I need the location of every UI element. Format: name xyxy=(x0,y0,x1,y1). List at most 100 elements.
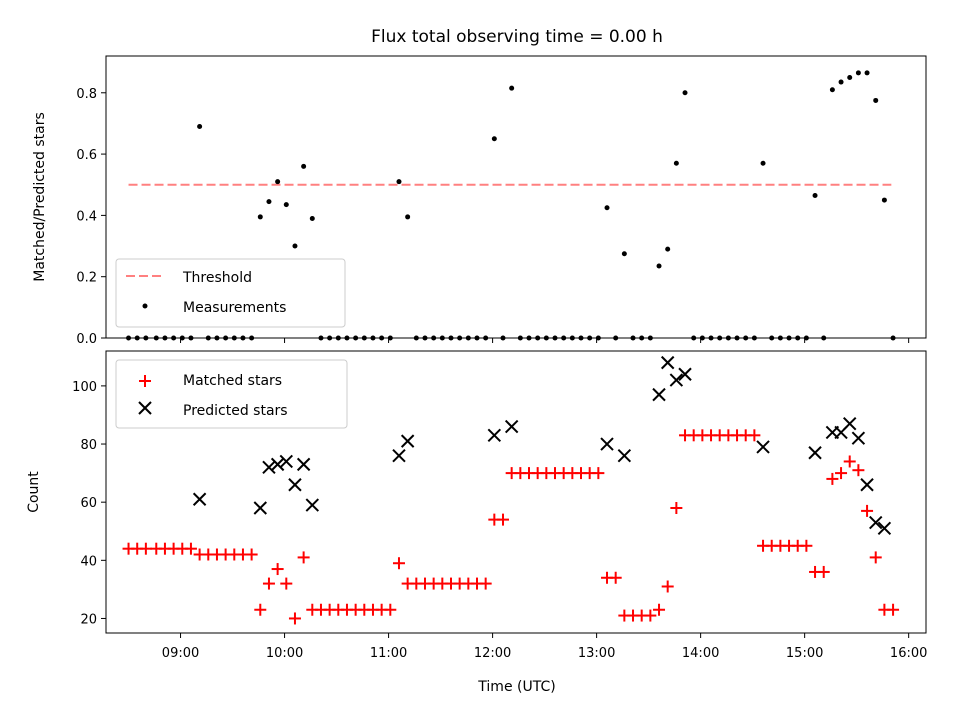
x-tick-label: 10:00 xyxy=(266,646,303,661)
predicted-star-point xyxy=(600,437,614,451)
predicted-star-point xyxy=(296,457,311,472)
matched-star-point xyxy=(254,603,267,616)
predicted-legend-label: Predicted stars xyxy=(183,403,288,419)
top-y-tick-label: 0.6 xyxy=(76,148,97,163)
matched-star-point xyxy=(800,539,813,552)
measurement-point xyxy=(266,199,272,205)
matched-star-point xyxy=(184,542,197,555)
top-axes-frame xyxy=(105,55,927,339)
measurement-point xyxy=(847,74,853,80)
predicted-star-point xyxy=(487,428,502,443)
matched-legend-swatch xyxy=(139,375,151,387)
matched-star-point xyxy=(496,513,509,526)
x-tick-label: 13:00 xyxy=(578,646,615,661)
measurement-point xyxy=(673,160,679,166)
measurement-point xyxy=(682,90,688,96)
matched-star-point xyxy=(592,467,605,480)
measurement-point xyxy=(405,214,411,220)
measurement-point xyxy=(396,179,402,185)
measurement-point xyxy=(873,97,879,103)
predicted-star-point xyxy=(808,446,822,460)
matched-star-point xyxy=(479,577,492,590)
predicted-star-point xyxy=(288,478,302,492)
bottom-panel: 20 40 60 80 100 09:00 10:00 11:00 12:00 13:00 14:… xyxy=(26,350,927,695)
top-y-ticks: 0.0 0.2 0.4 0.6 0.8 xyxy=(76,87,106,347)
bottom-y-tick-label: 20 xyxy=(80,612,97,627)
predicted-star-point xyxy=(270,457,285,472)
predicted-star-point xyxy=(851,431,866,445)
measurement-point xyxy=(604,205,610,211)
predicted-star-point xyxy=(860,478,874,492)
predicted-star-point xyxy=(877,521,892,536)
bottom-y-tick-label: 60 xyxy=(80,496,97,511)
measurement-point xyxy=(197,124,203,129)
measurement-point xyxy=(656,263,662,269)
top-y-tick-label: 0.8 xyxy=(76,87,97,102)
measurement-legend-swatch xyxy=(142,303,148,309)
top-y-tick-label: 0.0 xyxy=(76,332,97,347)
predicted-star-point xyxy=(305,498,320,512)
measurement-point xyxy=(665,246,671,252)
top-y-axis-label: Matched/Predicted stars xyxy=(32,112,48,282)
matched-star-point xyxy=(843,455,856,468)
predicted-star-point xyxy=(652,387,666,402)
matched-star-point xyxy=(887,603,900,616)
matched-star-point xyxy=(280,577,293,590)
matched-star-point xyxy=(392,557,405,570)
matched-star-point xyxy=(271,563,284,576)
top-legend: Threshold Measurements xyxy=(115,258,346,328)
measurement-point xyxy=(292,243,298,249)
measurement-point xyxy=(621,251,627,257)
predicted-star-point xyxy=(843,416,857,431)
predicted-star-point xyxy=(400,434,415,448)
measurement-point xyxy=(855,70,861,76)
matched-star-point xyxy=(384,603,397,616)
measurement-point xyxy=(257,214,263,220)
bottom-y-ticks: 20 40 60 80 100 xyxy=(72,380,106,627)
matched-star-point xyxy=(288,612,301,625)
predicted-stars-points xyxy=(192,355,892,536)
predicted-star-point xyxy=(192,492,207,506)
predicted-star-point xyxy=(678,367,692,381)
measurement-point xyxy=(881,197,887,203)
predicted-star-point xyxy=(660,355,675,370)
matched-star-point xyxy=(139,542,152,555)
matched-star-point xyxy=(245,548,258,561)
measurement-point xyxy=(509,85,515,91)
top-y-tick-label: 0.4 xyxy=(76,209,97,224)
predicted-star-point xyxy=(253,501,267,515)
measurement-point xyxy=(864,70,870,76)
matched-legend-label: Matched stars xyxy=(183,373,282,389)
measurement-legend-label: Measurements xyxy=(183,300,286,316)
measurement-point xyxy=(301,163,307,169)
matched-star-point xyxy=(262,577,275,590)
matched-star-point xyxy=(826,472,839,485)
matched-star-point xyxy=(852,464,865,477)
x-axis-label: Time (UTC) xyxy=(477,679,555,695)
measurement-point xyxy=(838,79,844,85)
predicted-legend-swatch xyxy=(138,401,152,415)
measurement-points xyxy=(126,70,896,341)
chart-title: Flux total observing time = 0.00 h xyxy=(371,27,663,47)
predicted-star-point xyxy=(392,448,406,463)
threshold-legend-label: Threshold xyxy=(182,270,252,286)
x-tick-label: 15:00 xyxy=(786,646,823,661)
x-tick-label: 12:00 xyxy=(474,646,511,661)
x-tick-label: 14:00 xyxy=(682,646,719,661)
measurement-point xyxy=(760,160,766,166)
predicted-star-point xyxy=(504,419,519,434)
measurement-point xyxy=(275,179,281,185)
measurement-point xyxy=(812,192,818,198)
predicted-star-point xyxy=(869,515,883,530)
bottom-axes-frame xyxy=(105,350,927,634)
bottom-legend: Matched stars Predicted stars xyxy=(115,359,348,429)
matched-star-point xyxy=(835,467,848,480)
bottom-y-axis-label: Count xyxy=(26,471,42,513)
top-y-tick-label: 0.2 xyxy=(76,271,97,286)
matched-star-point xyxy=(297,551,310,564)
matched-star-point xyxy=(861,504,874,517)
bottom-legend-box xyxy=(115,359,348,429)
predicted-star-point xyxy=(262,460,276,474)
measurement-point xyxy=(829,87,835,93)
